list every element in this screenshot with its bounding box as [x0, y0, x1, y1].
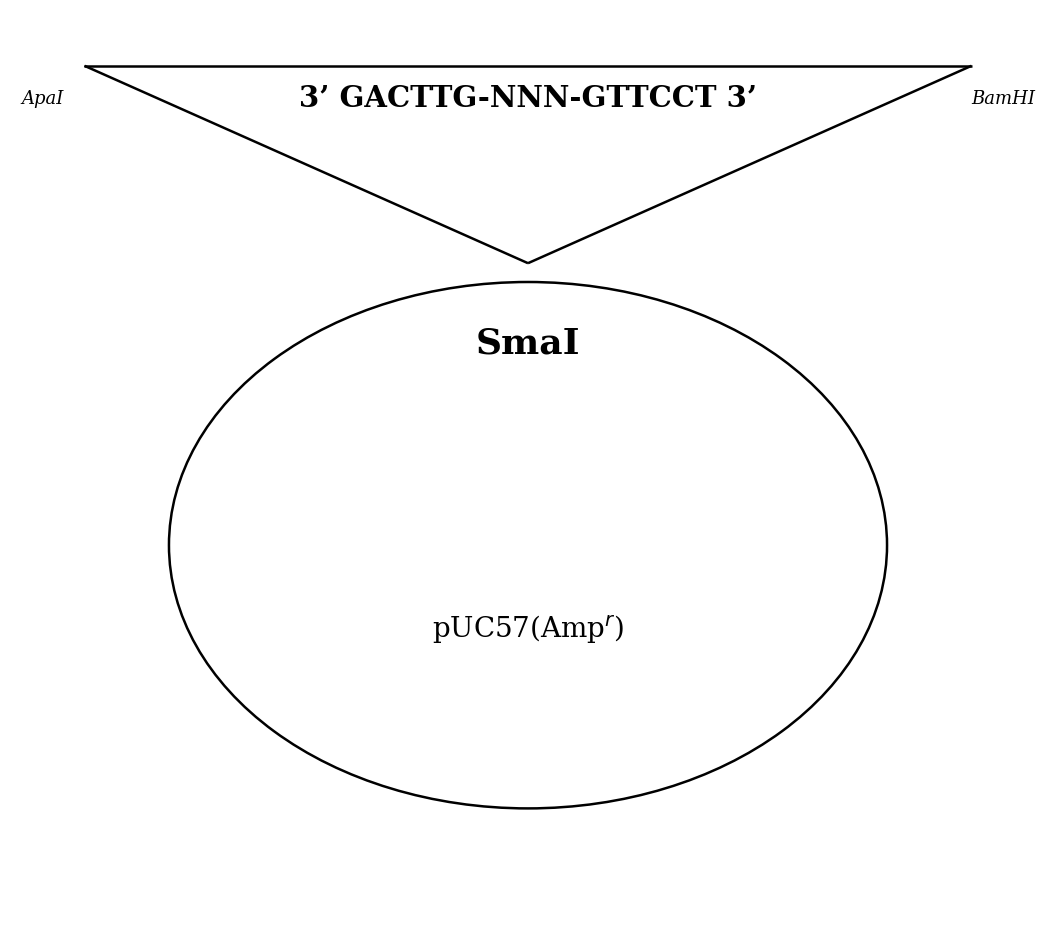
- Text: 3’ GACTTG-NNN-GTTCCT 3’: 3’ GACTTG-NNN-GTTCCT 3’: [299, 85, 757, 113]
- Text: BamHI: BamHI: [970, 89, 1035, 108]
- Text: pUC57(Amp$^r$): pUC57(Amp$^r$): [432, 614, 624, 646]
- Text: SmaI: SmaI: [476, 326, 580, 360]
- Text: ApaI: ApaI: [21, 89, 63, 108]
